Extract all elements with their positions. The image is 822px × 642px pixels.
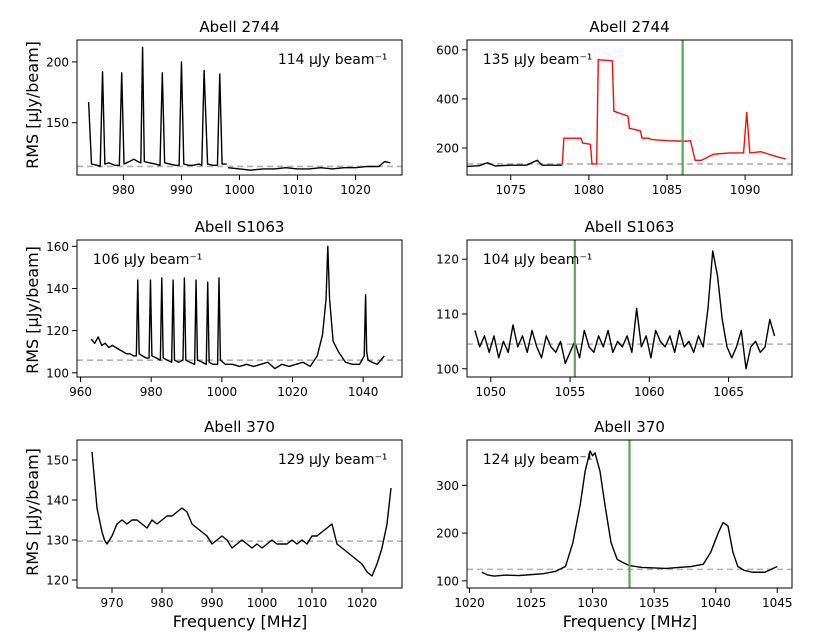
series-line-1-2 <box>227 160 391 171</box>
x-tick-label: 960 <box>69 385 92 399</box>
x-tick-label: 1085 <box>652 183 683 197</box>
series-line-1-1 <box>467 159 563 168</box>
panel-title: Abell 370 <box>594 418 665 436</box>
axes-frame <box>466 439 793 589</box>
x-tick-label: 1050 <box>476 385 507 399</box>
x-tick-label: 1040 <box>348 385 379 399</box>
x-tick-label: 1020 <box>454 596 485 610</box>
rms-annotation: 135 μJy beam⁻¹ <box>483 52 593 68</box>
x-tick-label: 1000 <box>207 385 238 399</box>
y-tick-label: 120 <box>46 324 69 338</box>
panel-5: Abell 370 970 980 990 1000 1010 1020 120 130 140 1… <box>46 418 403 610</box>
panel-title: Abell 370 <box>204 418 275 436</box>
x-tick-label: 1090 <box>730 183 761 197</box>
y-tick-label: 100 <box>436 574 459 588</box>
y-tick-label: 600 <box>436 43 459 57</box>
x-tick-label: 1030 <box>577 596 608 610</box>
x-tick-label: 1060 <box>634 385 665 399</box>
x-tick-label: 1035 <box>639 596 670 610</box>
series-line-1-1 <box>87 46 227 168</box>
x-tick-label: 970 <box>101 596 124 610</box>
y-tick-label: 120 <box>46 574 69 588</box>
y-tick-label: 120 <box>436 253 459 267</box>
x-tick-label: 990 <box>201 596 224 610</box>
x-tick-label: 1080 <box>574 183 605 197</box>
x-tick-label: 1025 <box>516 596 547 610</box>
x-axis-label-left: Frequency [MHz] <box>173 612 307 631</box>
x-tick-label: 980 <box>151 596 174 610</box>
x-tick-label: 990 <box>170 183 193 197</box>
y-tick-label: 300 <box>436 479 459 493</box>
y-tick-label: 160 <box>46 240 69 254</box>
x-tick-label: 1000 <box>247 596 278 610</box>
panel-4: Abell S1063 1050 1055 1060 1065 100 110 120 104 … <box>436 218 793 399</box>
y-tick-label: 400 <box>436 92 459 106</box>
x-tick-label: 1020 <box>340 183 371 197</box>
panel-title: Abell 2744 <box>589 18 669 36</box>
axes-frame <box>466 239 793 378</box>
y-tick-label: 100 <box>436 362 459 376</box>
y-axis-label-row1: RMS [μJy/beam] <box>23 41 42 169</box>
panel-title: Abell S1063 <box>585 218 675 236</box>
y-tick-label: 200 <box>436 142 459 156</box>
x-tick-label: 980 <box>140 385 163 399</box>
y-tick-label: 130 <box>46 534 69 548</box>
y-tick-label: 140 <box>46 494 69 508</box>
axes-frame <box>466 39 793 176</box>
x-tick-label: 1065 <box>713 385 744 399</box>
series-line-1-1 <box>91 451 392 577</box>
x-tick-label: 1075 <box>495 183 526 197</box>
y-tick-label: 200 <box>46 55 69 69</box>
x-tick-label: 980 <box>112 183 135 197</box>
x-tick-label: 1010 <box>297 596 328 610</box>
x-tick-label: 1020 <box>277 385 308 399</box>
x-tick-label: 1055 <box>555 385 586 399</box>
panel-3: Abell S1063 960 980 1000 1020 1040 100 120 140 16… <box>46 218 403 399</box>
panel-1: Abell 2744 980 990 1000 1010 1020 150 200 114 μJ… <box>46 18 403 197</box>
y-tick-label: 140 <box>46 282 69 296</box>
rms-annotation: 114 μJy beam⁻¹ <box>278 52 388 68</box>
series-line-2-1 <box>561 58 786 165</box>
rms-annotation: 129 μJy beam⁻¹ <box>278 452 388 468</box>
y-tick-label: 200 <box>436 527 459 541</box>
rms-annotation: 104 μJy beam⁻¹ <box>483 252 593 268</box>
x-tick-label: 1040 <box>700 596 731 610</box>
x-tick-label: 1010 <box>282 183 313 197</box>
x-tick-label: 1000 <box>224 183 255 197</box>
axes-frame <box>76 239 403 378</box>
panel-6: Abell 370 1020 1025 1030 1035 1040 1045 100 200 3… <box>436 418 792 610</box>
series-line-1-1 <box>90 245 385 370</box>
y-tick-label: 100 <box>46 366 69 380</box>
rms-annotation: 124 μJy beam⁻¹ <box>483 452 593 468</box>
panel-title: Abell 2744 <box>199 18 279 36</box>
y-tick-label: 150 <box>46 454 69 468</box>
series-line-1-1 <box>474 250 776 370</box>
y-tick-label: 150 <box>46 116 69 130</box>
panel-2: Abell 2744 1075 1080 1085 1090 200 400 600 135 μ… <box>436 18 793 197</box>
y-axis-label-row3: RMS [μJy/beam] <box>23 448 42 576</box>
rms-annotation: 106 μJy beam⁻¹ <box>93 252 203 268</box>
panel-title: Abell S1063 <box>195 218 285 236</box>
series-line-1-1 <box>481 450 778 577</box>
x-axis-label-right: Frequency [MHz] <box>563 612 697 631</box>
y-axis-label-row2: RMS [μJy/beam] <box>23 246 42 374</box>
y-tick-label: 110 <box>436 307 459 321</box>
x-tick-label: 1045 <box>762 596 793 610</box>
axes-frame <box>76 439 403 589</box>
x-tick-label: 1020 <box>347 596 378 610</box>
